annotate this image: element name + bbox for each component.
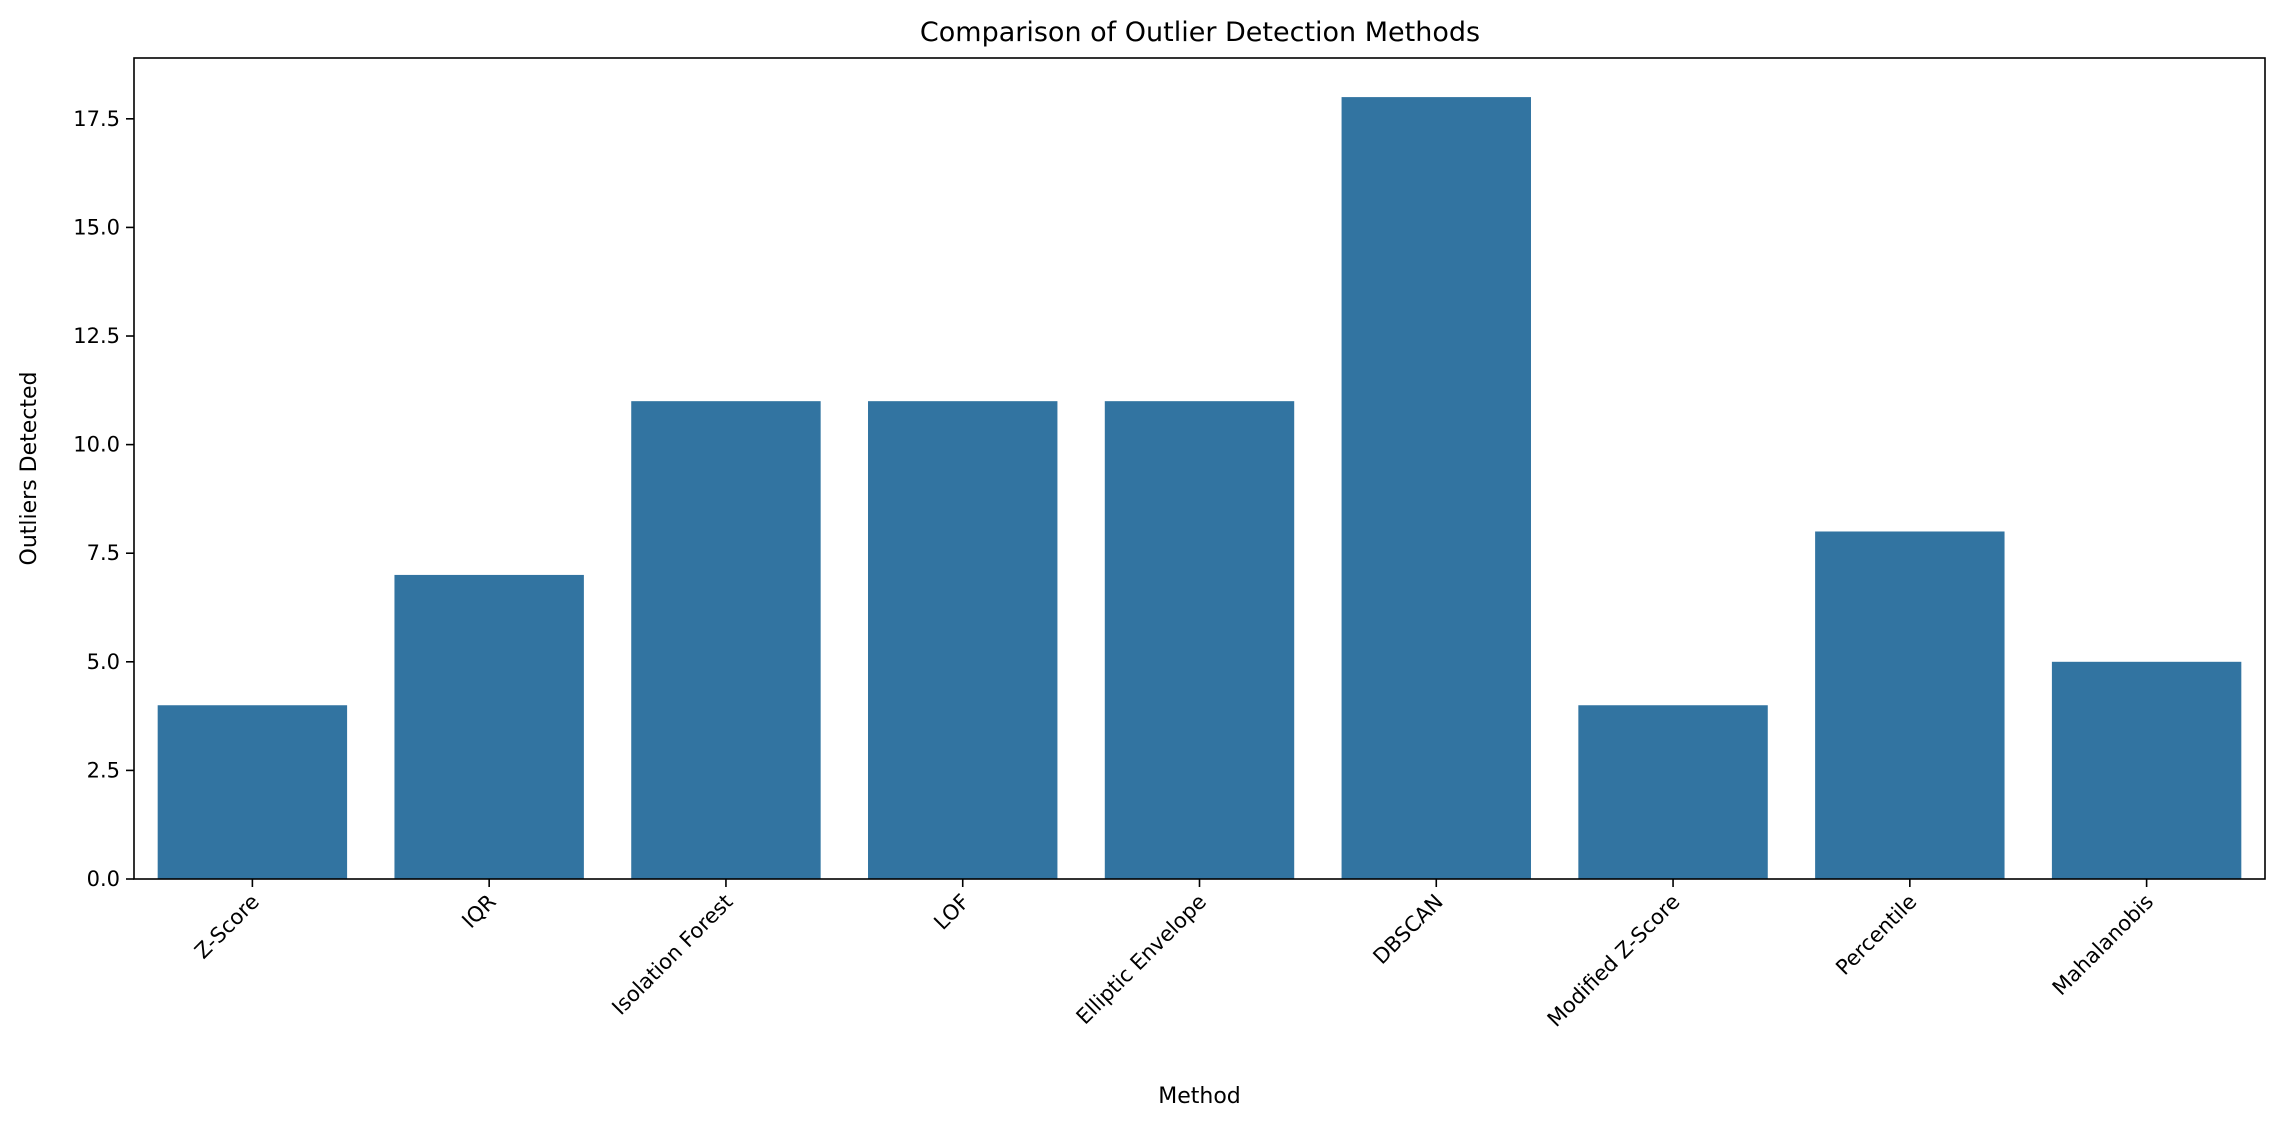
bar-elliptic-envelope — [1104, 401, 1295, 879]
bar-lof — [868, 401, 1058, 879]
y-tick-label: 10.0 — [73, 433, 120, 457]
x-tick-label: Isolation Forest — [607, 890, 737, 1020]
plot-frame — [133, 57, 2266, 880]
y-axis: 0.0 2.5 5.0 7.5 10.0 12.5 15.0 17.5 — [73, 107, 134, 891]
x-tick-label: Elliptic Envelope — [1072, 890, 1211, 1029]
x-tick-label: Mahalanobis — [2048, 890, 2158, 1000]
chart-title: Comparison of Outlier Detection Methods — [920, 17, 1480, 48]
bars-group — [157, 97, 2242, 880]
bar-percentile — [1815, 531, 2005, 879]
x-tick-label: Modified Z-Score — [1543, 890, 1685, 1032]
y-tick-label: 12.5 — [73, 324, 120, 348]
y-tick-label: 17.5 — [73, 107, 120, 131]
x-tick-label: LOF — [929, 890, 974, 935]
bar-isolation-forest — [631, 401, 821, 879]
x-tick-label: Percentile — [1831, 890, 1921, 980]
x-tick-label: Z-Score — [190, 890, 264, 964]
bar-mahalanobis — [2051, 661, 2242, 879]
x-tick-label: IQR — [457, 890, 500, 933]
x-axis-label: Method — [1158, 1084, 1241, 1109]
bar-modified-z-score — [1578, 705, 1768, 879]
bar-dbscan — [1341, 97, 1531, 880]
y-tick-label: 0.0 — [87, 867, 120, 891]
x-tick-label: DBSCAN — [1368, 890, 1447, 969]
bar-z-score — [157, 705, 348, 879]
x-axis: Z-Score IQR Isolation Forest LOF Elliptic En… — [190, 879, 2158, 1031]
y-axis-label: Outliers Detected — [17, 371, 42, 565]
y-tick-label: 5.0 — [87, 650, 120, 674]
y-tick-label: 7.5 — [87, 541, 120, 565]
y-tick-label: 15.0 — [73, 215, 120, 239]
y-tick-label: 2.5 — [87, 758, 120, 782]
bar-iqr — [394, 574, 584, 879]
